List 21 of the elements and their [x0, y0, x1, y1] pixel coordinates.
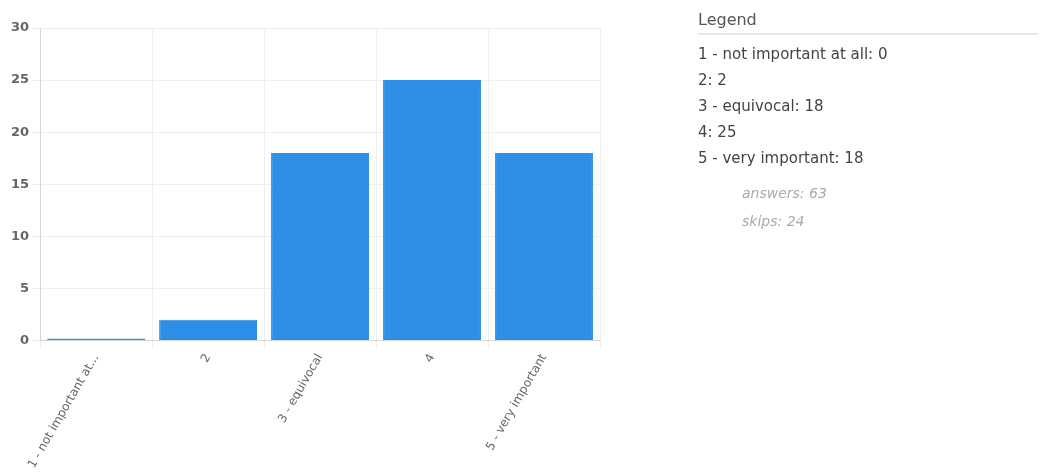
y-tick-label: 25 — [11, 71, 30, 87]
text: 5 - very important: 18 — [698, 148, 865, 169]
x-tick-label: 2 — [197, 351, 214, 365]
text: 4: 25 — [698, 122, 738, 143]
text: Legend — [698, 10, 1038, 35]
text: 3 - equivocal: 18 — [698, 96, 825, 117]
text: skips: 24 — [741, 212, 806, 231]
y-tick-label: 0 — [20, 331, 30, 347]
text: answers: 63 — [741, 184, 828, 203]
y-tick-label: 10 — [11, 227, 30, 243]
text: 1 - not important at all: 0 — [698, 44, 889, 65]
x-tick-label: 4 — [421, 351, 438, 365]
bar — [271, 153, 369, 341]
y-tick-label: 15 — [11, 175, 30, 191]
y-tick-label: 30 — [11, 19, 30, 35]
bar — [495, 153, 593, 341]
y-tick-label: 20 — [11, 123, 30, 139]
y-tick-label: 5 — [20, 279, 30, 295]
bar — [383, 80, 481, 341]
text: 2: 2 — [698, 70, 728, 91]
bar — [159, 319, 257, 341]
